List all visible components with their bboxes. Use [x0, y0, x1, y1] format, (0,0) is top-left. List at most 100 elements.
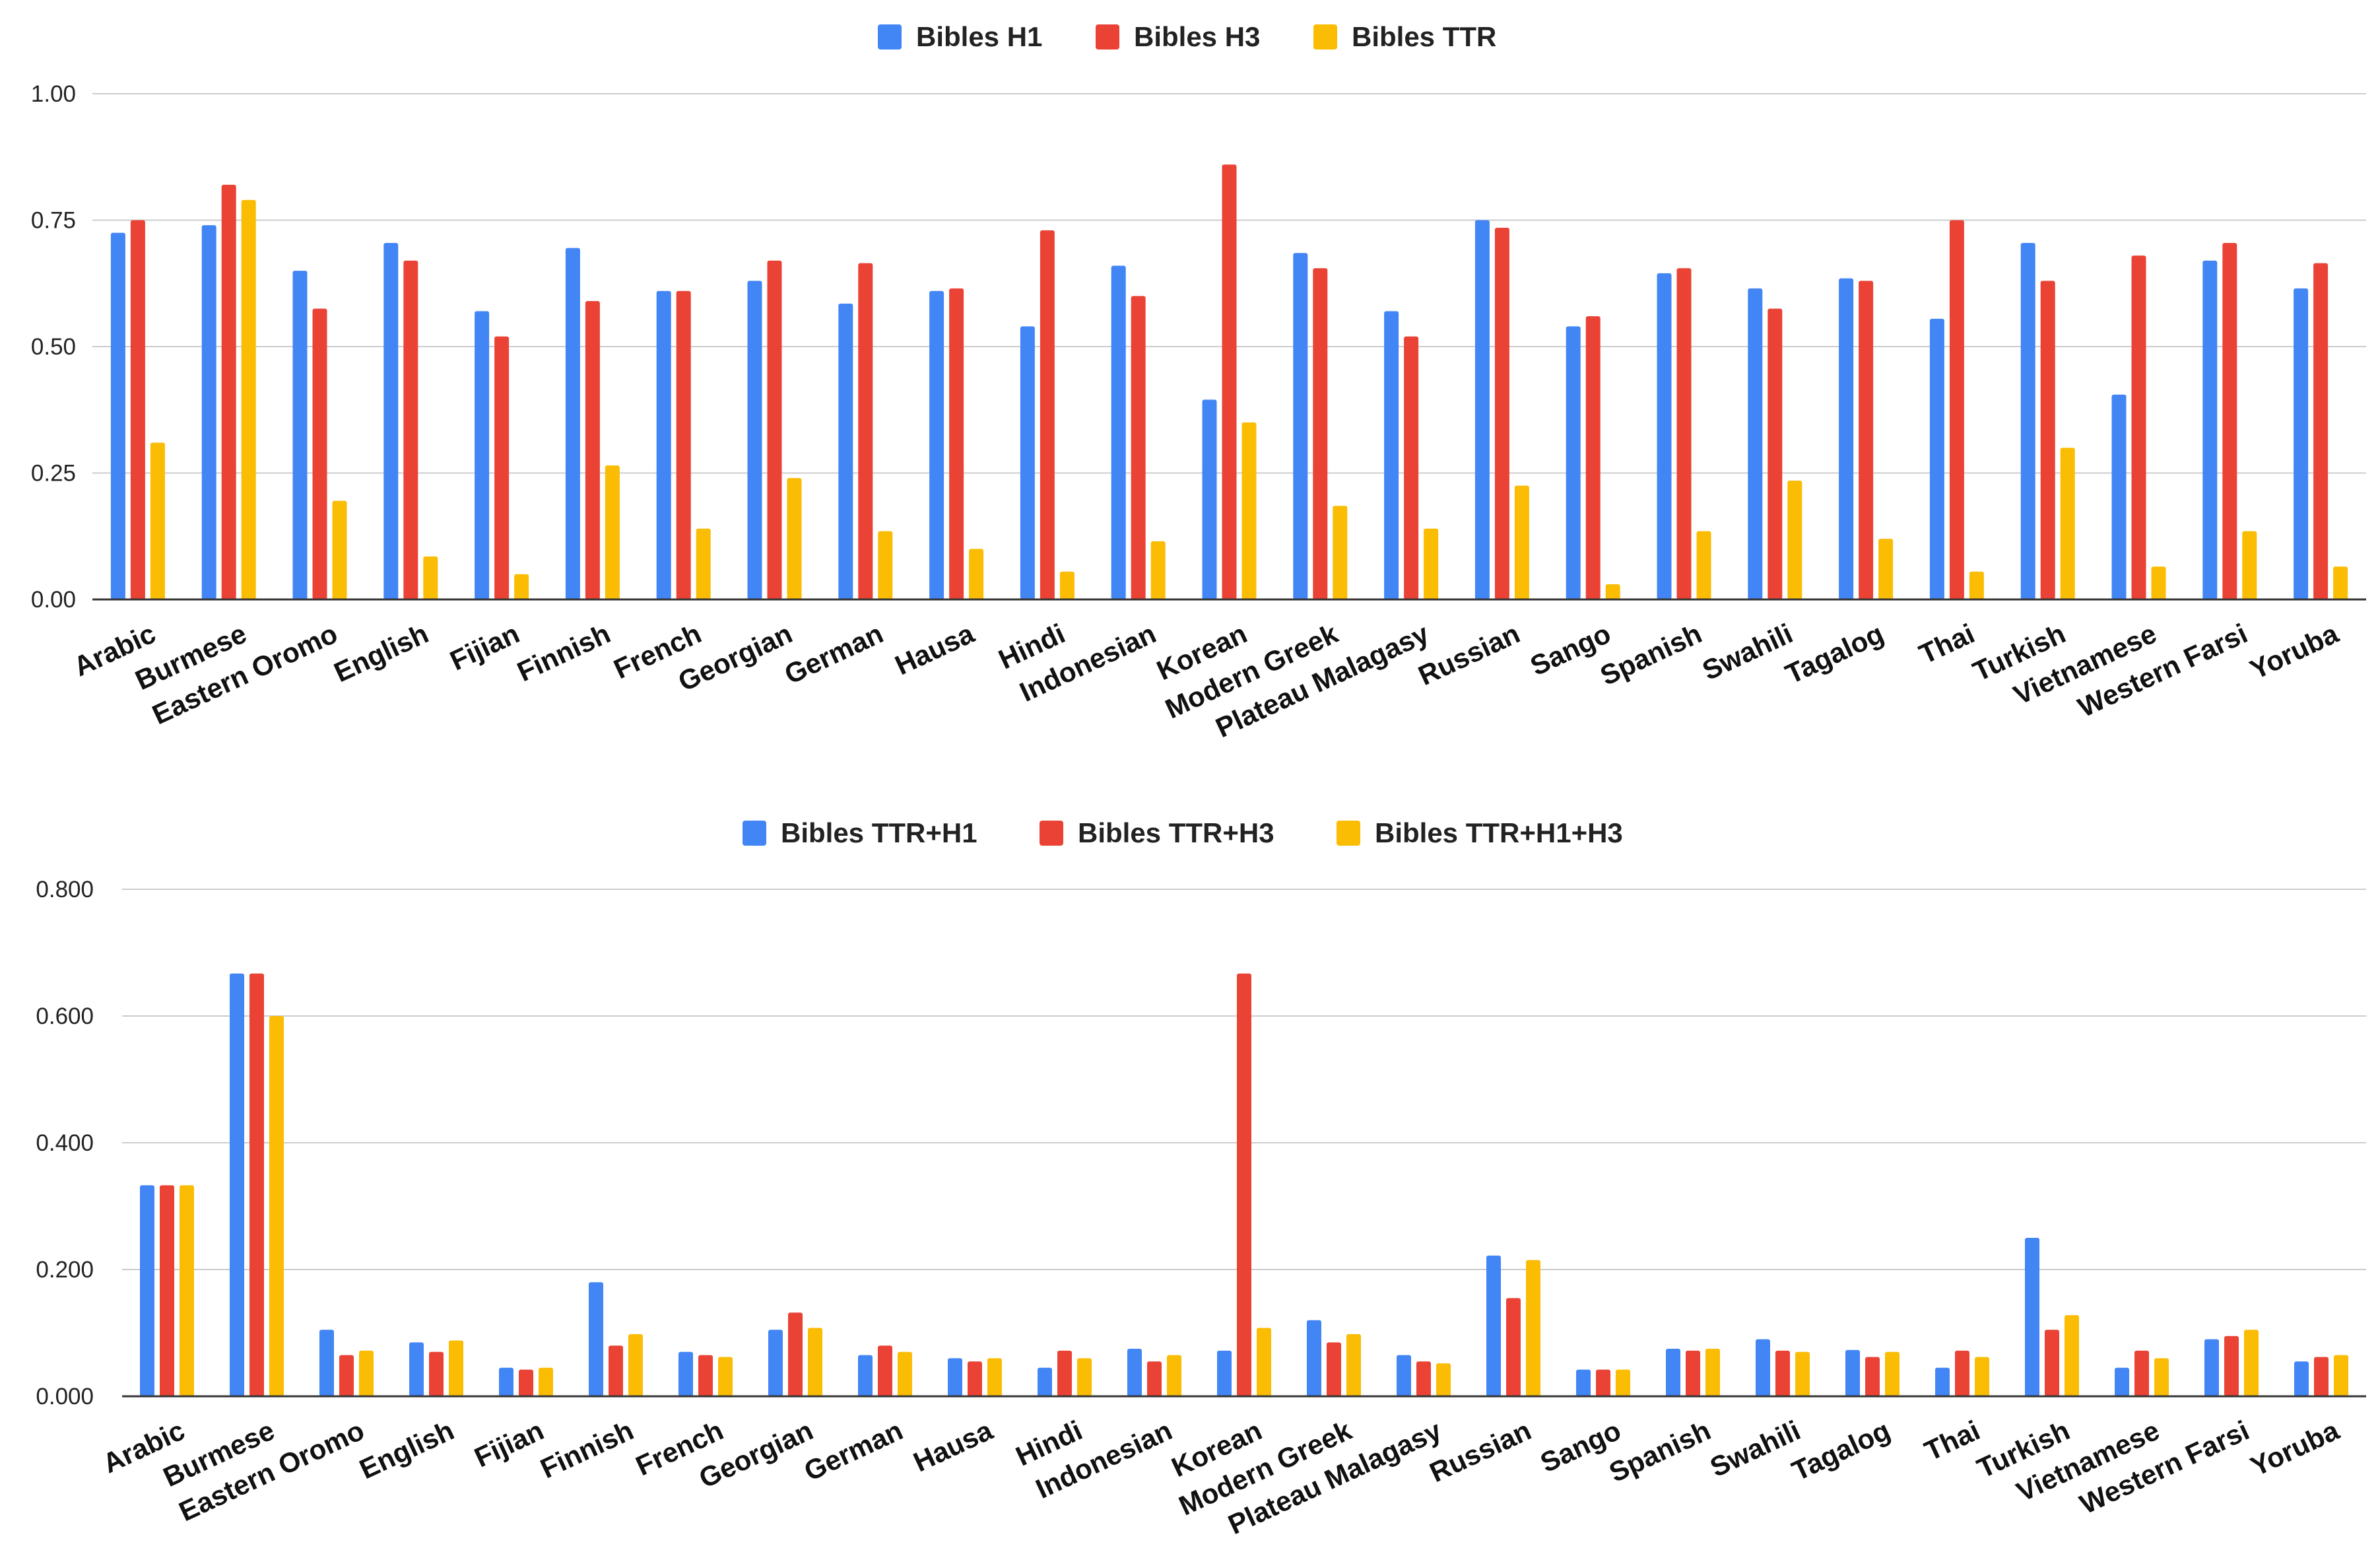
- bar-bibles-ttr-h1-russian: [1486, 1255, 1501, 1396]
- bar-bibles-h3-burmese: [221, 184, 236, 599]
- bar-bibles-h1-german: [838, 303, 853, 599]
- y-tick-label: 1.00: [31, 81, 76, 107]
- x-tick-label-yoruba: Yoruba: [2246, 1414, 2344, 1482]
- bar-bibles-h1-eastern-oromo: [292, 271, 308, 599]
- bar-bibles-h1-russian: [1474, 220, 1490, 599]
- bar-bibles-ttr-h1-hausa: [948, 1358, 962, 1396]
- bar-bibles-ttr-h3-fijian: [519, 1369, 533, 1396]
- bar-bibles-ttr-h3-yoruba: [2314, 1357, 2329, 1396]
- bar-bibles-ttr-vietnamese: [2151, 566, 2166, 599]
- legend-swatch-bibles-ttr-h1: [743, 821, 766, 846]
- x-tick-label-spanish: Spanish: [1595, 618, 1706, 692]
- bar-bibles-h3-english: [403, 260, 418, 599]
- bar-bibles-ttr-arabic: [150, 442, 165, 599]
- bar-bibles-ttr-h3-georgian: [788, 1312, 803, 1396]
- bar-bibles-ttr-h3-korean: [1237, 973, 1251, 1396]
- y-tick-label: 0.25: [31, 461, 76, 487]
- bar-bibles-ttr-h1-vietnamese: [2115, 1367, 2129, 1396]
- x-tick-label-russian: Russian: [1414, 618, 1525, 692]
- bar-bibles-ttr-h3-finnish: [609, 1345, 623, 1396]
- bar-bibles-ttr-h1-h3-indonesian: [1167, 1355, 1181, 1396]
- legend-label-bibles-h3: Bibles H3: [1134, 21, 1260, 52]
- bar-bibles-ttr-h1-h3-thai: [1975, 1357, 1989, 1396]
- bar-bibles-h1-thai: [1929, 318, 1944, 599]
- bar-bibles-ttr-h1-german: [858, 1355, 873, 1396]
- chart-bibles-ttr-combinations: Bibles TTR+H1 Bibles TTR+H3 Bibles TTR+H1+…: [0, 786, 2380, 1557]
- bar-bibles-ttr-h1-western-farsi: [2204, 1339, 2219, 1396]
- bar-bibles-ttr-h1-h3-fijian: [539, 1367, 553, 1396]
- bar-bibles-ttr-h1-h3-plateau-malagasy: [1436, 1363, 1451, 1396]
- legend-swatch-bibles-ttr-h1-h3: [1337, 821, 1360, 846]
- bar-bibles-ttr-eastern-oromo: [332, 500, 347, 599]
- bar-bibles-ttr-h1-h3-french: [718, 1357, 733, 1396]
- bar-bibles-ttr-h1-sango: [1576, 1369, 1591, 1396]
- bar-bibles-h1-burmese: [201, 225, 216, 599]
- y-axis: 0.00 0.25 0.50 0.75 1.00: [31, 81, 2366, 613]
- bar-bibles-h3-hindi: [1040, 230, 1055, 599]
- bar-bibles-h3-thai: [1949, 220, 1964, 599]
- bar-bibles-h1-western-farsi: [2202, 260, 2218, 599]
- bar-bibles-h3-modern-greek: [1313, 268, 1328, 599]
- bar-bibles-h3-plateau-malagasy: [1404, 336, 1419, 599]
- chart-svg-top: Bibles H1 Bibles H3 Bibles TTR 0.00 0.25 0.50…: [31, 21, 2366, 743]
- bar-bibles-h1-modern-greek: [1293, 253, 1308, 599]
- bar-bibles-ttr-h3-western-farsi: [2224, 1336, 2239, 1396]
- bar-bibles-ttr-h3-burmese: [249, 973, 264, 1396]
- bar-bibles-ttr-h3-english: [429, 1351, 444, 1396]
- bar-bibles-ttr-h1-h3-hausa: [987, 1358, 1002, 1396]
- bar-bibles-h1-hausa: [929, 290, 944, 599]
- bar-bibles-h1-sango: [1566, 326, 1581, 599]
- bar-bibles-h1-yoruba: [2294, 288, 2309, 599]
- bar-bibles-ttr-yoruba: [2333, 566, 2348, 599]
- bar-bibles-ttr-h1-h3-sango: [1616, 1369, 1630, 1396]
- bar-bibles-h1-korean: [1202, 399, 1217, 599]
- bar-bibles-ttr-h1-tagalog: [1845, 1349, 1860, 1396]
- bar-bibles-ttr-h1-swahili: [1756, 1339, 1770, 1396]
- bar-bibles-ttr-h3-russian: [1506, 1298, 1521, 1396]
- bar-bibles-h1-arabic: [110, 232, 125, 599]
- bar-bibles-h1-finnish: [565, 248, 580, 599]
- bar-bibles-h1-hindi: [1020, 326, 1035, 599]
- bar-bibles-ttr-german: [878, 531, 893, 599]
- bar-bibles-ttr-russian: [1514, 485, 1529, 599]
- bar-bibles-h3-arabic: [130, 220, 145, 599]
- x-tick-label-swahili: Swahili: [1705, 1415, 1805, 1483]
- bar-bibles-h1-tagalog: [1839, 278, 1854, 599]
- bar-bibles-ttr-h1-eastern-oromo: [319, 1330, 334, 1396]
- bar-bibles-ttr-h1-georgian: [768, 1330, 783, 1396]
- y-tick-label: 0.50: [31, 334, 76, 360]
- bar-bibles-ttr-korean: [1241, 422, 1257, 599]
- x-tick-label-german: German: [799, 1415, 908, 1487]
- bar-bibles-h1-plateau-malagasy: [1384, 311, 1399, 599]
- bar-bibles-ttr-h1-h3-georgian: [808, 1328, 822, 1396]
- bar-bibles-ttr-tagalog: [1878, 539, 1894, 599]
- bar-bibles-ttr-h1-finnish: [589, 1282, 603, 1396]
- bar-bibles-ttr-h1-burmese: [230, 973, 244, 1396]
- legend-label-bibles-h1: Bibles H1: [916, 21, 1042, 52]
- bar-bibles-ttr-h1-h3-german: [898, 1351, 912, 1396]
- bar-bibles-h3-french: [676, 290, 691, 599]
- x-tick-label-english: English: [354, 1415, 458, 1485]
- bar-bibles-ttr-h1-hindi: [1038, 1367, 1052, 1396]
- bar-bibles-ttr-h1-h3-modern-greek: [1346, 1334, 1361, 1396]
- x-tick-label-yoruba: Yoruba: [2245, 617, 2344, 685]
- x-tick-label-spanish: Spanish: [1604, 1415, 1715, 1489]
- bar-bibles-ttr-h1-yoruba: [2294, 1361, 2309, 1396]
- bar-bibles-h1-georgian: [747, 281, 762, 599]
- bar-bibles-ttr-h3-hindi: [1057, 1350, 1072, 1396]
- bar-bibles-ttr-h1-indonesian: [1127, 1349, 1142, 1396]
- bar-bibles-h3-yoruba: [2313, 263, 2329, 599]
- bar-bibles-ttr-h1-h3-english: [449, 1340, 463, 1396]
- x-tick-label-fijian: Fijian: [470, 1415, 548, 1474]
- bar-bibles-ttr-burmese: [241, 199, 256, 599]
- bar-bibles-h3-turkish: [2040, 281, 2055, 599]
- bar-bibles-ttr-h1-h3-finnish: [628, 1334, 643, 1396]
- bar-bibles-ttr-hindi: [1059, 571, 1074, 599]
- bar-bibles-ttr-finnish: [605, 465, 620, 599]
- bar-bibles-h3-russian: [1494, 227, 1509, 599]
- bar-bibles-ttr-h1-plateau-malagasy: [1397, 1355, 1411, 1396]
- bar-bibles-ttr-h1-english: [409, 1342, 424, 1396]
- bar-bibles-ttr-h3-german: [878, 1345, 892, 1396]
- bar-bibles-h1-english: [383, 242, 399, 600]
